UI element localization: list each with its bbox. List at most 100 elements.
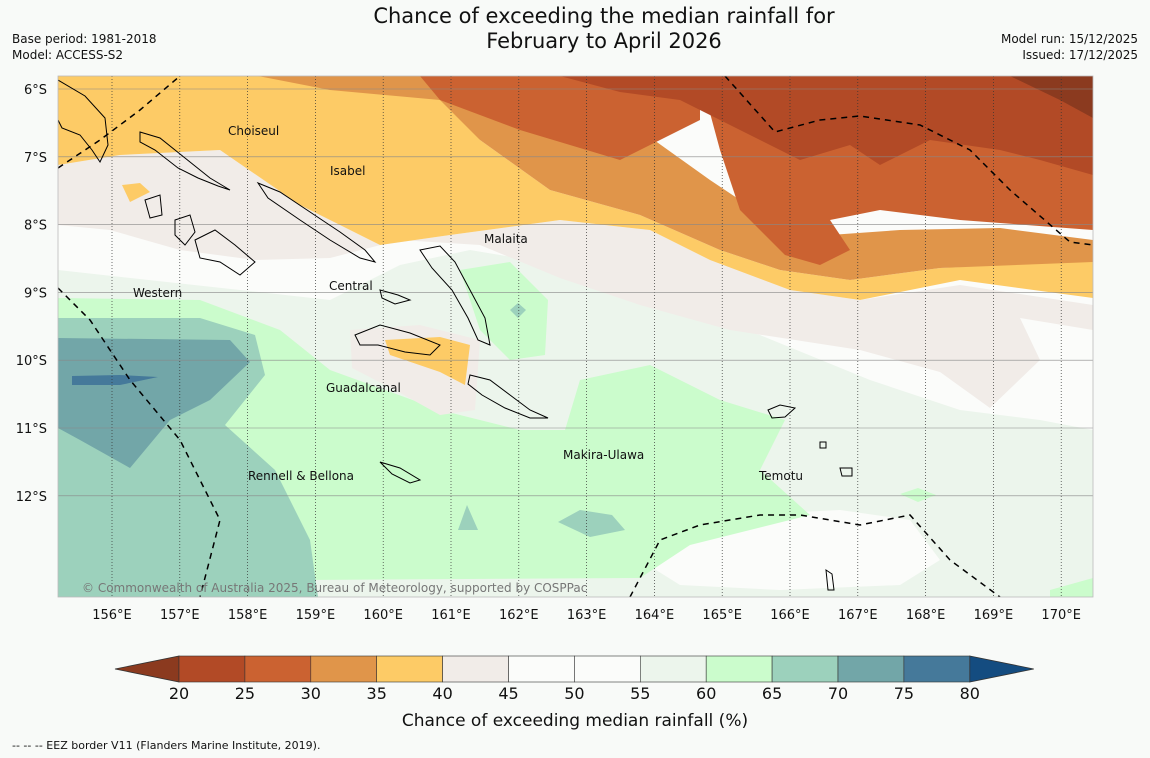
band-35-40 bbox=[58, 76, 1093, 300]
title-line-1: Chance of exceeding the median rainfall … bbox=[373, 4, 835, 28]
coast-bougainville bbox=[58, 79, 109, 164]
coast-santa-cruz bbox=[767, 404, 797, 419]
colorbar-swatch bbox=[705, 655, 773, 683]
coast-isabel bbox=[256, 181, 377, 263]
model-run: Model run: 15/12/2025 bbox=[1000, 32, 1138, 46]
latitude-labels: 6°S 7°S 8°S 9°S 10°S 11°S 12°S bbox=[16, 83, 47, 505]
lon-tick-label: 160°E bbox=[363, 608, 403, 623]
copyright-notice: © Commonwealth of Australia 2025, Bureau… bbox=[82, 581, 587, 595]
map-title: Chance of exceeding the median rainfall … bbox=[300, 4, 908, 54]
band-60-65-corner bbox=[1050, 578, 1093, 597]
eez-border bbox=[58, 76, 1093, 597]
map-frame bbox=[57, 75, 1094, 598]
longitude-labels: 156°E 157°E 158°E 159°E 160°E 161°E 162°E 163°E… bbox=[92, 608, 1081, 623]
band-35-40-west bbox=[122, 183, 150, 202]
colorbar: 20 25 30 35 40 45 50 55 60 65 70 75 80 bbox=[114, 655, 1034, 703]
colorbar-swatch bbox=[244, 655, 312, 683]
band-60-65-east bbox=[900, 488, 936, 502]
lon-tick-label: 157°E bbox=[160, 608, 200, 623]
coastlines bbox=[58, 79, 853, 591]
meta-left: Base period: 1981-2018 Model: ACCESS-S2 bbox=[12, 31, 157, 63]
region-temotu: Temotu bbox=[758, 469, 803, 483]
colorbar-swatch bbox=[376, 655, 443, 683]
coast-rennell bbox=[379, 461, 422, 484]
colorbar-tick-label: 75 bbox=[894, 684, 914, 703]
graticule bbox=[58, 76, 1093, 597]
meta-right: Model run: 15/12/2025 Issued: 17/12/2025 bbox=[1001, 31, 1138, 63]
colorbar-tick-label: 35 bbox=[367, 684, 387, 703]
region-central: Central bbox=[329, 279, 373, 293]
colorbar-tick-label: 55 bbox=[630, 684, 650, 703]
colorbar-tick-label: 45 bbox=[498, 684, 518, 703]
coast-guadalcanal bbox=[354, 324, 441, 356]
colorbar-tick-label: 20 bbox=[169, 684, 189, 703]
lon-tick-label: 169°E bbox=[974, 608, 1014, 623]
colorbar-label: Chance of exceeding median rainfall (%) bbox=[402, 711, 748, 731]
colorbar-tick-label: 25 bbox=[235, 684, 255, 703]
lon-tick-label: 156°E bbox=[92, 608, 132, 623]
band-25-30-west bbox=[420, 76, 700, 160]
region-isabel: Isabel bbox=[330, 164, 365, 178]
lat-tick-label: 6°S bbox=[24, 83, 47, 98]
colorbar-tick-label: 40 bbox=[432, 684, 452, 703]
issued-date: Issued: 17/12/2025 bbox=[1022, 48, 1138, 62]
band-75-80 bbox=[72, 375, 158, 385]
region-makira-ulawa: Makira-Ulawa bbox=[563, 448, 644, 462]
coast-choiseul bbox=[139, 131, 231, 191]
lon-tick-label: 163°E bbox=[567, 608, 607, 623]
band-below-20 bbox=[1010, 76, 1093, 118]
colorbar-swatch bbox=[639, 655, 707, 683]
lat-tick-label: 10°S bbox=[16, 354, 47, 369]
lon-tick-label: 165°E bbox=[702, 608, 742, 623]
lat-tick-label: 9°S bbox=[24, 286, 47, 301]
region-guadalcanal: Guadalcanal bbox=[326, 381, 401, 395]
lon-tick-label: 158°E bbox=[228, 608, 268, 623]
colorbar-swatch bbox=[771, 655, 839, 683]
lon-tick-label: 159°E bbox=[296, 608, 336, 623]
band-65-70-d bbox=[510, 303, 526, 318]
eez-northwest bbox=[58, 76, 181, 169]
lat-tick-label: 11°S bbox=[16, 422, 47, 437]
lat-tick-label: 7°S bbox=[24, 151, 47, 166]
model-name: Model: ACCESS-S2 bbox=[12, 48, 124, 62]
coast-western-islands bbox=[194, 229, 256, 276]
lon-tick-label: 167°E bbox=[838, 608, 878, 623]
contour-layers bbox=[58, 76, 1093, 597]
colorbar-tick-label: 50 bbox=[564, 684, 584, 703]
eez-southwest bbox=[58, 287, 221, 597]
coast-vella-lavella bbox=[144, 194, 163, 219]
colorbar-tick-label: 80 bbox=[960, 684, 980, 703]
coast-new-georgia bbox=[174, 214, 196, 246]
colorbar-tick-label: 60 bbox=[696, 684, 716, 703]
region-western: Western bbox=[133, 286, 182, 300]
region-malaita: Malaita bbox=[484, 232, 528, 246]
colorbar-swatch bbox=[178, 655, 246, 683]
colorbar-under-arrow bbox=[114, 655, 180, 683]
region-choiseul: Choiseul bbox=[228, 124, 279, 138]
colorbar-swatch bbox=[310, 655, 377, 683]
band-65-70-c bbox=[458, 505, 478, 530]
lon-tick-label: 170°E bbox=[1041, 608, 1081, 623]
coast-torres bbox=[825, 568, 835, 591]
region-labels: Choiseul Isabel Malaita Central Western … bbox=[133, 124, 803, 483]
lon-tick-label: 168°E bbox=[906, 608, 946, 623]
colorbar-swatch bbox=[837, 655, 905, 683]
lon-tick-label: 161°E bbox=[431, 608, 471, 623]
band-40-45 bbox=[58, 150, 1093, 408]
lon-tick-label: 166°E bbox=[770, 608, 810, 623]
region-rennell-bellona: Rennell & Bellona bbox=[248, 469, 354, 483]
colorbar-swatch bbox=[903, 655, 971, 683]
band-20-25 bbox=[560, 76, 1093, 175]
band-70-75 bbox=[58, 338, 250, 468]
lat-tick-label: 12°S bbox=[16, 490, 47, 505]
colorbar-over-arrow bbox=[969, 655, 1034, 683]
lon-tick-label: 164°E bbox=[635, 608, 675, 623]
eez-southeast bbox=[629, 514, 1001, 597]
base-period: Base period: 1981-2018 bbox=[12, 32, 157, 46]
colorbar-swatch bbox=[574, 655, 641, 683]
coast-florida-islands bbox=[379, 289, 412, 305]
lon-tick-label: 162°E bbox=[499, 608, 539, 623]
coast-makira bbox=[467, 374, 549, 419]
band-30-35 bbox=[258, 76, 1093, 280]
